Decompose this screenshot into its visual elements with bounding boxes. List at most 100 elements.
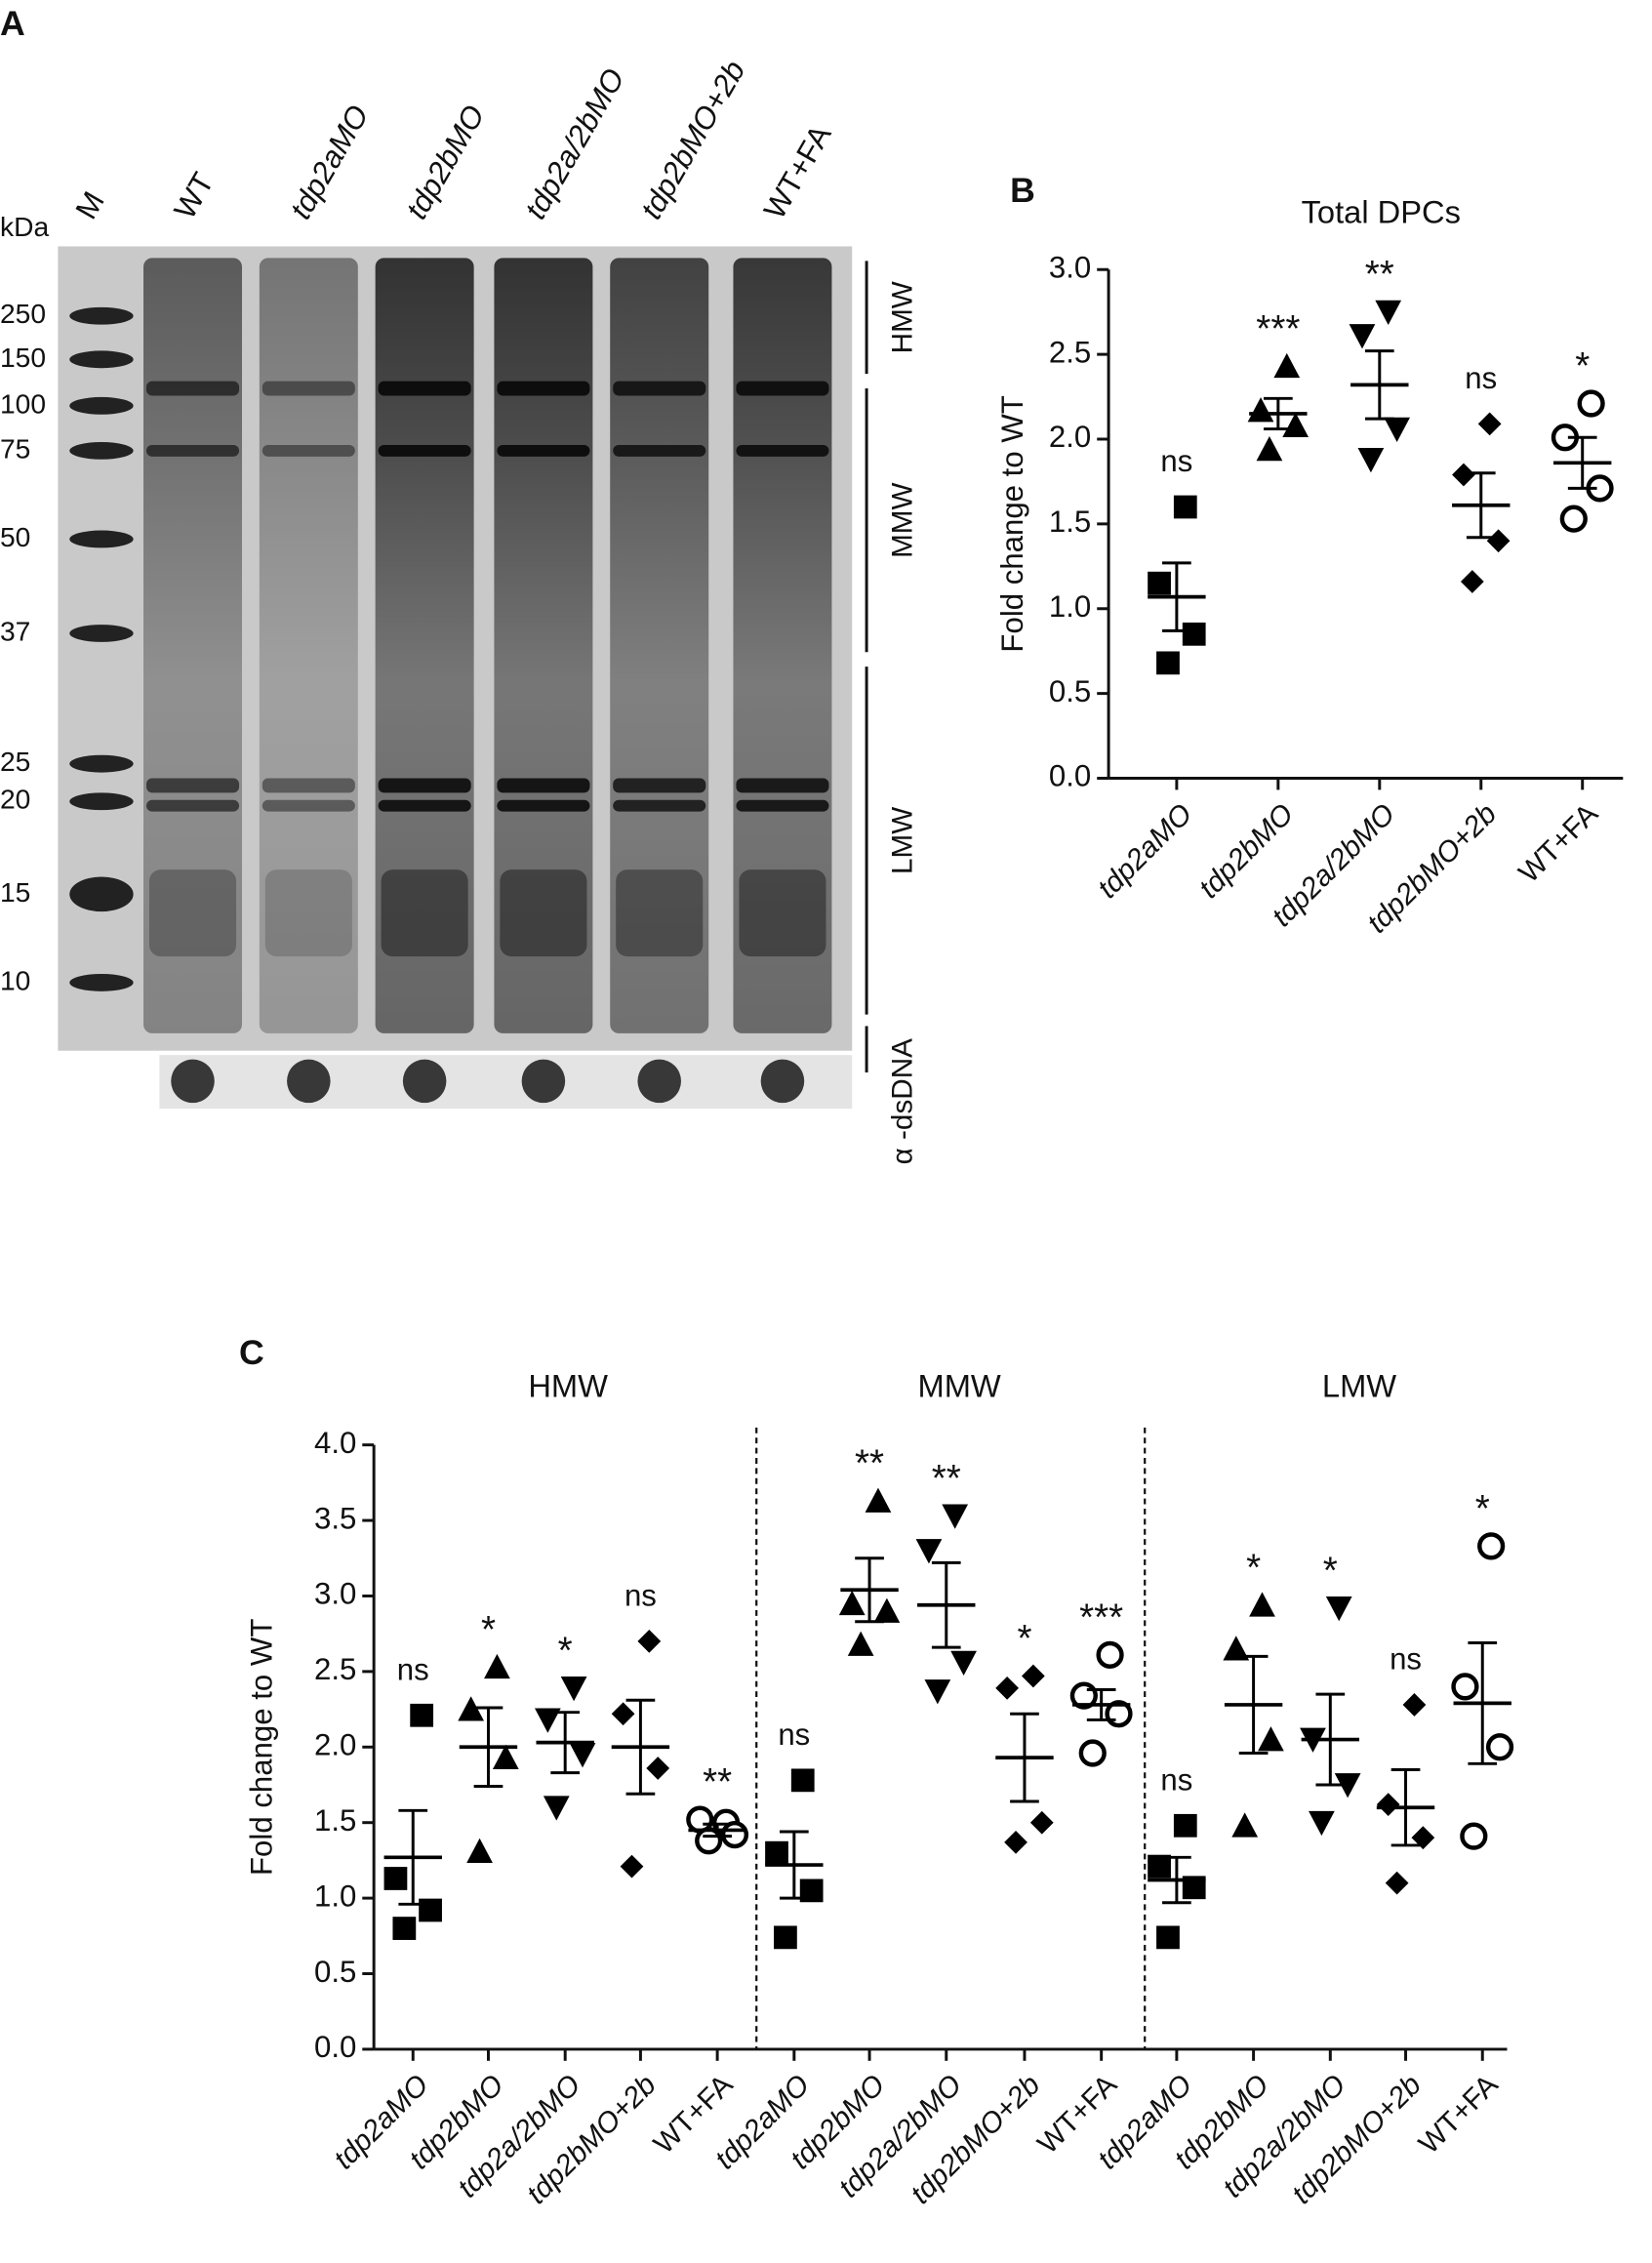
- blot-dot: [760, 1059, 805, 1104]
- point: [569, 1743, 596, 1768]
- gel-smear: [264, 869, 352, 957]
- marker-band: [69, 306, 134, 325]
- region-label: HMW: [887, 281, 919, 353]
- significance: *: [558, 1630, 573, 1672]
- gel-band: [736, 799, 829, 812]
- significance: *: [1575, 345, 1590, 387]
- significance: ns: [397, 1652, 429, 1686]
- point: [1411, 1826, 1435, 1850]
- kda-label: 10: [0, 964, 30, 995]
- gel-smear: [381, 869, 468, 957]
- blot-dot: [402, 1059, 447, 1104]
- gel-band: [736, 381, 829, 396]
- marker-band: [69, 973, 134, 991]
- significance: ns: [625, 1579, 657, 1613]
- y-tick-label: 0.0: [1049, 759, 1091, 793]
- gel-smear: [500, 869, 587, 957]
- point: [847, 1631, 874, 1656]
- gel-band: [262, 381, 355, 396]
- y-tick-label: 3.5: [314, 1501, 356, 1535]
- y-tick-label: 4.0: [314, 1426, 356, 1460]
- point: [492, 1744, 519, 1770]
- gel-band: [145, 799, 240, 812]
- y-tick-label: 1.5: [1049, 505, 1091, 539]
- point: [838, 1590, 866, 1616]
- point: [873, 1597, 901, 1623]
- point: [1249, 1592, 1275, 1617]
- point: [720, 1820, 749, 1849]
- panel-title: LMW: [1322, 1367, 1396, 1403]
- point: [646, 1757, 670, 1780]
- lane: [259, 258, 358, 1033]
- y-tick-label: 2.0: [1049, 420, 1091, 454]
- point: [1325, 1596, 1352, 1622]
- point: [799, 1879, 824, 1903]
- blot-dot: [287, 1059, 331, 1104]
- significance: *: [481, 1609, 496, 1651]
- marker-band: [69, 441, 134, 460]
- significance: ns: [1160, 444, 1192, 478]
- point: [1182, 622, 1206, 646]
- point: [1223, 1636, 1250, 1661]
- gel-band: [497, 799, 590, 812]
- point: [484, 1653, 510, 1679]
- significance: *: [1246, 1547, 1261, 1589]
- point: [1452, 463, 1475, 487]
- point: [1148, 1854, 1171, 1879]
- point: [1096, 1640, 1124, 1669]
- point: [1309, 1810, 1335, 1837]
- gel-band: [613, 381, 706, 396]
- marker-band: [69, 625, 134, 642]
- y-tick-label: 2.0: [314, 1728, 356, 1762]
- kda-label: 50: [0, 521, 30, 552]
- point: [534, 1708, 561, 1733]
- y-tick-label: 3.0: [1049, 250, 1091, 284]
- point: [543, 1796, 570, 1821]
- significance: *: [1323, 1550, 1338, 1592]
- point: [1451, 1673, 1479, 1701]
- significance: *: [1475, 1488, 1490, 1530]
- gel-band: [736, 444, 829, 457]
- point: [1273, 352, 1301, 379]
- y-tick-label: 0.5: [314, 1955, 356, 1989]
- region-label: MMW: [887, 482, 919, 557]
- panel-label: C: [239, 1333, 264, 1372]
- significance: **: [855, 1442, 884, 1484]
- point: [865, 1487, 892, 1513]
- marker-band: [69, 876, 134, 912]
- significance: **: [703, 1761, 732, 1803]
- y-tick-label: 3.0: [314, 1577, 356, 1611]
- gel-band: [613, 778, 706, 793]
- gel-band: [497, 778, 590, 793]
- gel-band: [378, 444, 471, 457]
- point: [915, 1539, 943, 1564]
- point: [1258, 1726, 1284, 1752]
- kda-label: 100: [0, 387, 46, 419]
- point: [1078, 1739, 1107, 1767]
- kda-label: 37: [0, 615, 30, 646]
- gel-band: [145, 778, 240, 793]
- blot-label: α -dsDNA: [887, 1038, 919, 1165]
- marker-band: [69, 754, 134, 773]
- point: [1247, 397, 1274, 423]
- y-tick-label: 0.0: [314, 2030, 356, 2064]
- point: [1256, 436, 1283, 462]
- blot-dot: [637, 1059, 681, 1104]
- y-tick-label: 1.0: [1049, 589, 1091, 624]
- panel-title: HMW: [528, 1367, 608, 1403]
- panel-title: MMW: [918, 1367, 1001, 1403]
- gel-band: [613, 444, 706, 457]
- point: [1173, 1813, 1197, 1838]
- marker-band: [69, 792, 134, 811]
- gel-band: [378, 381, 471, 396]
- panel-title: Total DPCs: [1302, 193, 1461, 229]
- y-tick-label: 2.5: [1049, 335, 1091, 369]
- point: [611, 1702, 635, 1726]
- point: [1384, 417, 1410, 442]
- point: [466, 1838, 493, 1863]
- significance: ns: [778, 1717, 810, 1752]
- y-axis-label: Fold change to WT: [245, 1619, 279, 1876]
- blot-dot: [171, 1059, 215, 1104]
